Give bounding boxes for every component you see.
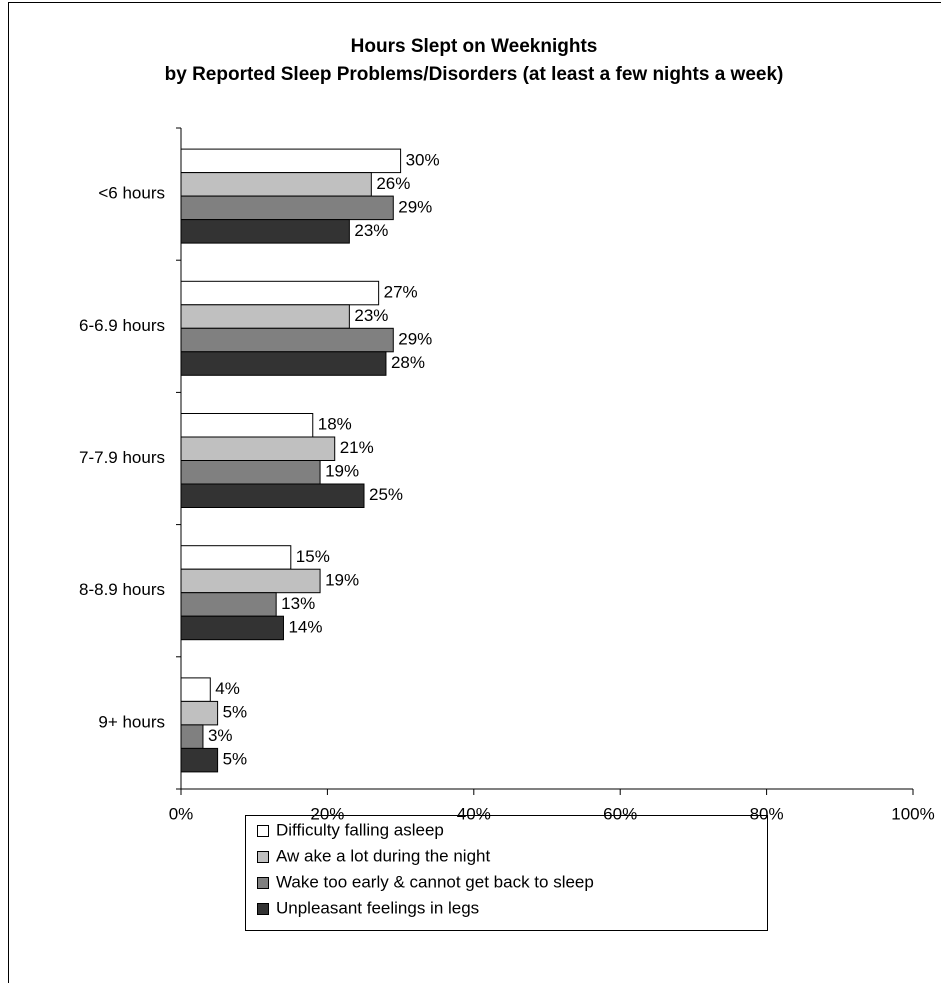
data-label: 21% [340,438,374,457]
legend-swatch [257,877,269,889]
data-label: 14% [288,617,322,636]
bar [180,724,204,749]
legend-box [245,815,768,931]
data-label: 19% [325,462,359,481]
data-label: 23% [354,221,388,240]
y-tick-label: 8-8.9 hours [79,580,165,599]
data-label: 23% [354,306,388,325]
y-tick-label: 7-7.9 hours [79,448,165,467]
legend-swatch [257,851,269,863]
x-tick-label: 20% [310,804,344,823]
bar [180,436,336,461]
x-tick-label: 0% [169,804,194,823]
bar [180,568,321,594]
data-label: 13% [281,594,315,613]
legend-label: Aw ake a lot during the night [276,846,490,865]
bar [180,545,292,570]
data-label: 3% [208,726,233,745]
data-label: 27% [384,283,418,302]
data-label: 29% [398,330,432,349]
bar [180,747,219,773]
bar [180,351,387,376]
bar [180,460,321,485]
data-label: 25% [369,485,403,504]
x-tick-label: 60% [603,804,637,823]
bar [180,327,394,353]
bar [180,280,380,306]
legend-swatch [257,903,269,915]
legend-swatch [257,825,269,837]
y-tick-label: 9+ hours [98,712,165,731]
chart-title: Hours Slept on Weeknights [351,36,598,57]
legend-label: Wake too early & cannot get back to slee… [276,872,594,891]
data-label: 15% [296,547,330,566]
data-label: 4% [215,679,240,698]
bar [180,413,314,438]
bar [180,592,277,617]
bar [180,148,402,174]
data-label: 26% [376,174,410,193]
data-label: 5% [223,750,248,769]
bar [180,195,394,221]
chart-subtitle: by Reported Sleep Problems/Disorders (at… [165,64,784,85]
x-tick-label: 40% [457,804,491,823]
bar [180,483,365,508]
data-label: 29% [398,197,432,216]
x-tick-label: 80% [750,804,784,823]
bar [180,677,211,702]
bar [180,219,350,244]
data-label: 19% [325,570,359,589]
data-label: 18% [318,415,352,434]
data-label: 30% [406,150,440,169]
bar [180,172,372,197]
data-label: 28% [391,353,425,372]
bar [180,700,219,726]
bar [180,615,284,641]
legend-label: Difficulty falling asleep [276,820,444,839]
data-label: 5% [223,703,248,722]
y-tick-label: <6 hours [98,184,165,203]
bar [180,304,350,329]
x-tick-label: 100% [891,804,934,823]
legend-label: Unpleasant feelings in legs [276,898,479,917]
y-tick-label: 6-6.9 hours [79,316,165,335]
